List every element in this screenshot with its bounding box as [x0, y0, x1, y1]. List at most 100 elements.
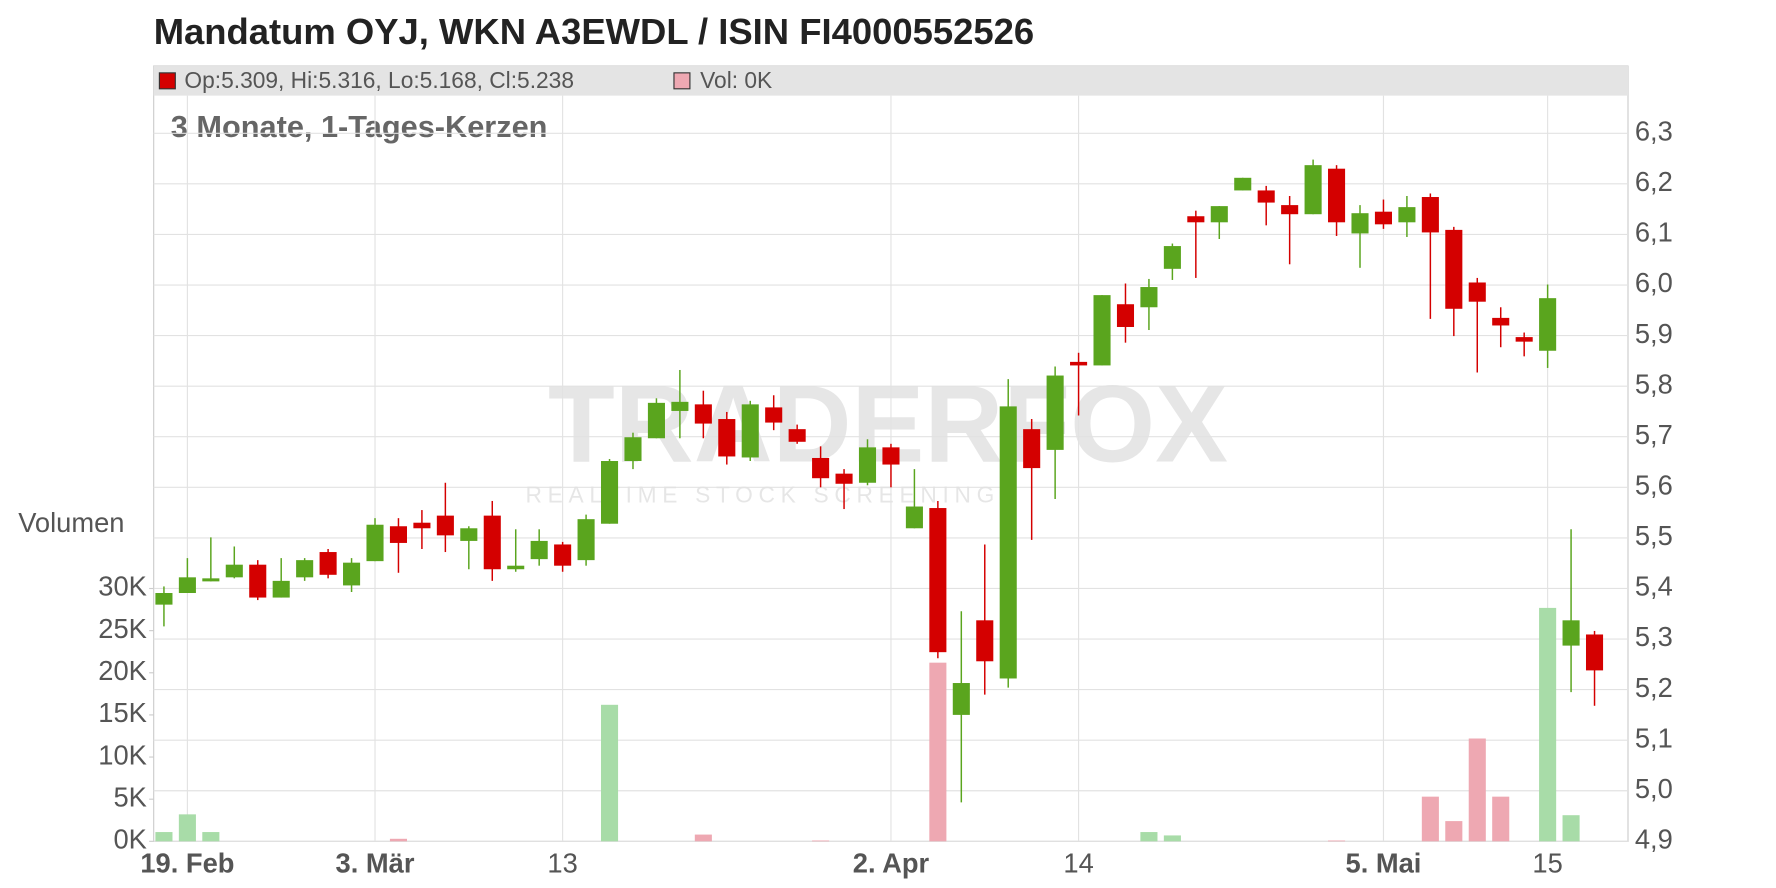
candle-body — [436, 515, 454, 536]
candle-body — [1046, 375, 1064, 450]
candle-body — [600, 461, 619, 524]
candle-body — [647, 402, 665, 439]
legend-band — [153, 66, 1629, 96]
candle-body — [929, 508, 947, 653]
y2-tick-label: 15K — [98, 697, 147, 728]
watermark-subtext: REALTIME STOCK SCREENING — [525, 481, 1000, 507]
candle-body — [202, 578, 220, 582]
candle-body — [976, 620, 994, 662]
legend-text: Op:5.309, Hi:5.316, Lo:5.168, Cl:5.238 — [184, 67, 574, 93]
candle-body — [1585, 634, 1604, 671]
y-tick-label: 5,2 — [1635, 672, 1673, 703]
y-tick-label: 6,0 — [1635, 267, 1673, 298]
candle-body — [343, 562, 361, 586]
y-tick-label: 5,0 — [1635, 773, 1673, 804]
volume-bar — [1328, 840, 1346, 842]
candle-body — [272, 580, 290, 598]
candle-body — [624, 437, 642, 462]
chart-title: Mandatum OYJ, WKN A3EWDL / ISIN FI400055… — [154, 11, 1034, 52]
candle-body — [319, 552, 337, 575]
x-tick-label: 3. Mär — [336, 847, 415, 878]
y-tick-label: 5,7 — [1635, 419, 1673, 450]
legend-swatch — [158, 72, 176, 90]
volume-bar — [1140, 832, 1158, 842]
volume-bar — [1468, 738, 1486, 842]
candle-body — [882, 447, 900, 465]
candle-body — [694, 404, 712, 424]
candle-body — [1163, 246, 1181, 269]
y-tick-label: 5,5 — [1635, 520, 1673, 551]
volume-bar — [202, 832, 220, 842]
candle-body — [507, 565, 525, 570]
candle-body — [741, 404, 759, 458]
candle-body — [1304, 165, 1322, 215]
candles — [155, 159, 1604, 803]
x-tick-label: 13 — [547, 847, 577, 878]
candle-body — [718, 419, 736, 457]
y2-tick-label: 30K — [98, 571, 147, 602]
candle-body — [1281, 205, 1299, 215]
candle-body — [1445, 229, 1463, 309]
y2-tick-label: 5K — [113, 781, 146, 812]
candle-body — [765, 407, 783, 423]
candle-body — [1116, 304, 1135, 327]
candle-body — [999, 406, 1017, 679]
y-tick-label: 5,6 — [1635, 470, 1673, 501]
candle-body — [530, 540, 548, 560]
y-tick-label: 6,3 — [1635, 116, 1673, 147]
candle-body — [1023, 429, 1041, 469]
candle-body — [905, 506, 923, 529]
y-tick-label: 5,3 — [1635, 621, 1673, 652]
candle-body — [1210, 206, 1228, 223]
y-tick-label: 6,1 — [1635, 217, 1673, 248]
y-tick-label: 6,2 — [1635, 166, 1673, 197]
volume-bar — [929, 662, 947, 842]
volume-bar — [1421, 796, 1439, 842]
candle-body — [1234, 177, 1252, 191]
y2-tick-label: 0K — [113, 824, 146, 855]
candle-body — [249, 564, 267, 598]
candle-body — [1140, 287, 1158, 308]
candle-body — [1562, 620, 1580, 646]
y2-tick-label: 20K — [98, 655, 147, 686]
axis-labels: 4,9 5,0 5,1 5,2 5,3 5,4 5,5 5,6 5,7 5,8 5,9 6,0 6,1 6… — [98, 116, 1673, 879]
candle-body — [366, 524, 384, 562]
legend-text: Vol: 0K — [700, 67, 772, 93]
candle-body — [788, 429, 806, 442]
volume-bar — [694, 834, 712, 842]
x-tick-label: 15 — [1532, 847, 1562, 878]
volume-bar — [600, 704, 619, 842]
candle-body — [671, 401, 689, 411]
candle-body — [1515, 337, 1533, 342]
candle-body — [1492, 317, 1510, 326]
candle-body — [858, 447, 877, 483]
y-tick-label: 4,9 — [1635, 824, 1673, 855]
volume-bar — [155, 832, 173, 842]
candle-body — [1257, 190, 1275, 203]
candle-body — [1398, 207, 1416, 223]
candle-body — [1421, 197, 1439, 233]
y2-tick-label: 25K — [98, 613, 147, 644]
candle-body — [413, 522, 431, 529]
candle-body — [1187, 216, 1205, 223]
x-tick-label: 5. Mai — [1346, 847, 1422, 878]
volume-bar — [178, 814, 196, 842]
candle-body — [1328, 168, 1346, 223]
candle-body — [389, 526, 407, 543]
volume-bar — [1562, 815, 1580, 842]
volume-bars — [155, 607, 1580, 842]
candle-body — [835, 473, 853, 484]
candle-body — [1374, 211, 1392, 225]
y-tick-label: 5,8 — [1635, 368, 1673, 399]
candle-body — [296, 560, 314, 578]
candle-body — [460, 528, 478, 541]
volume-bar — [1539, 607, 1557, 842]
x-tick-label: 19. Feb — [140, 847, 234, 878]
legend-swatch — [673, 72, 691, 90]
candle-body — [225, 564, 243, 578]
candle-body — [1468, 282, 1486, 302]
candle-body — [155, 593, 173, 605]
volume-bar — [1163, 835, 1181, 842]
